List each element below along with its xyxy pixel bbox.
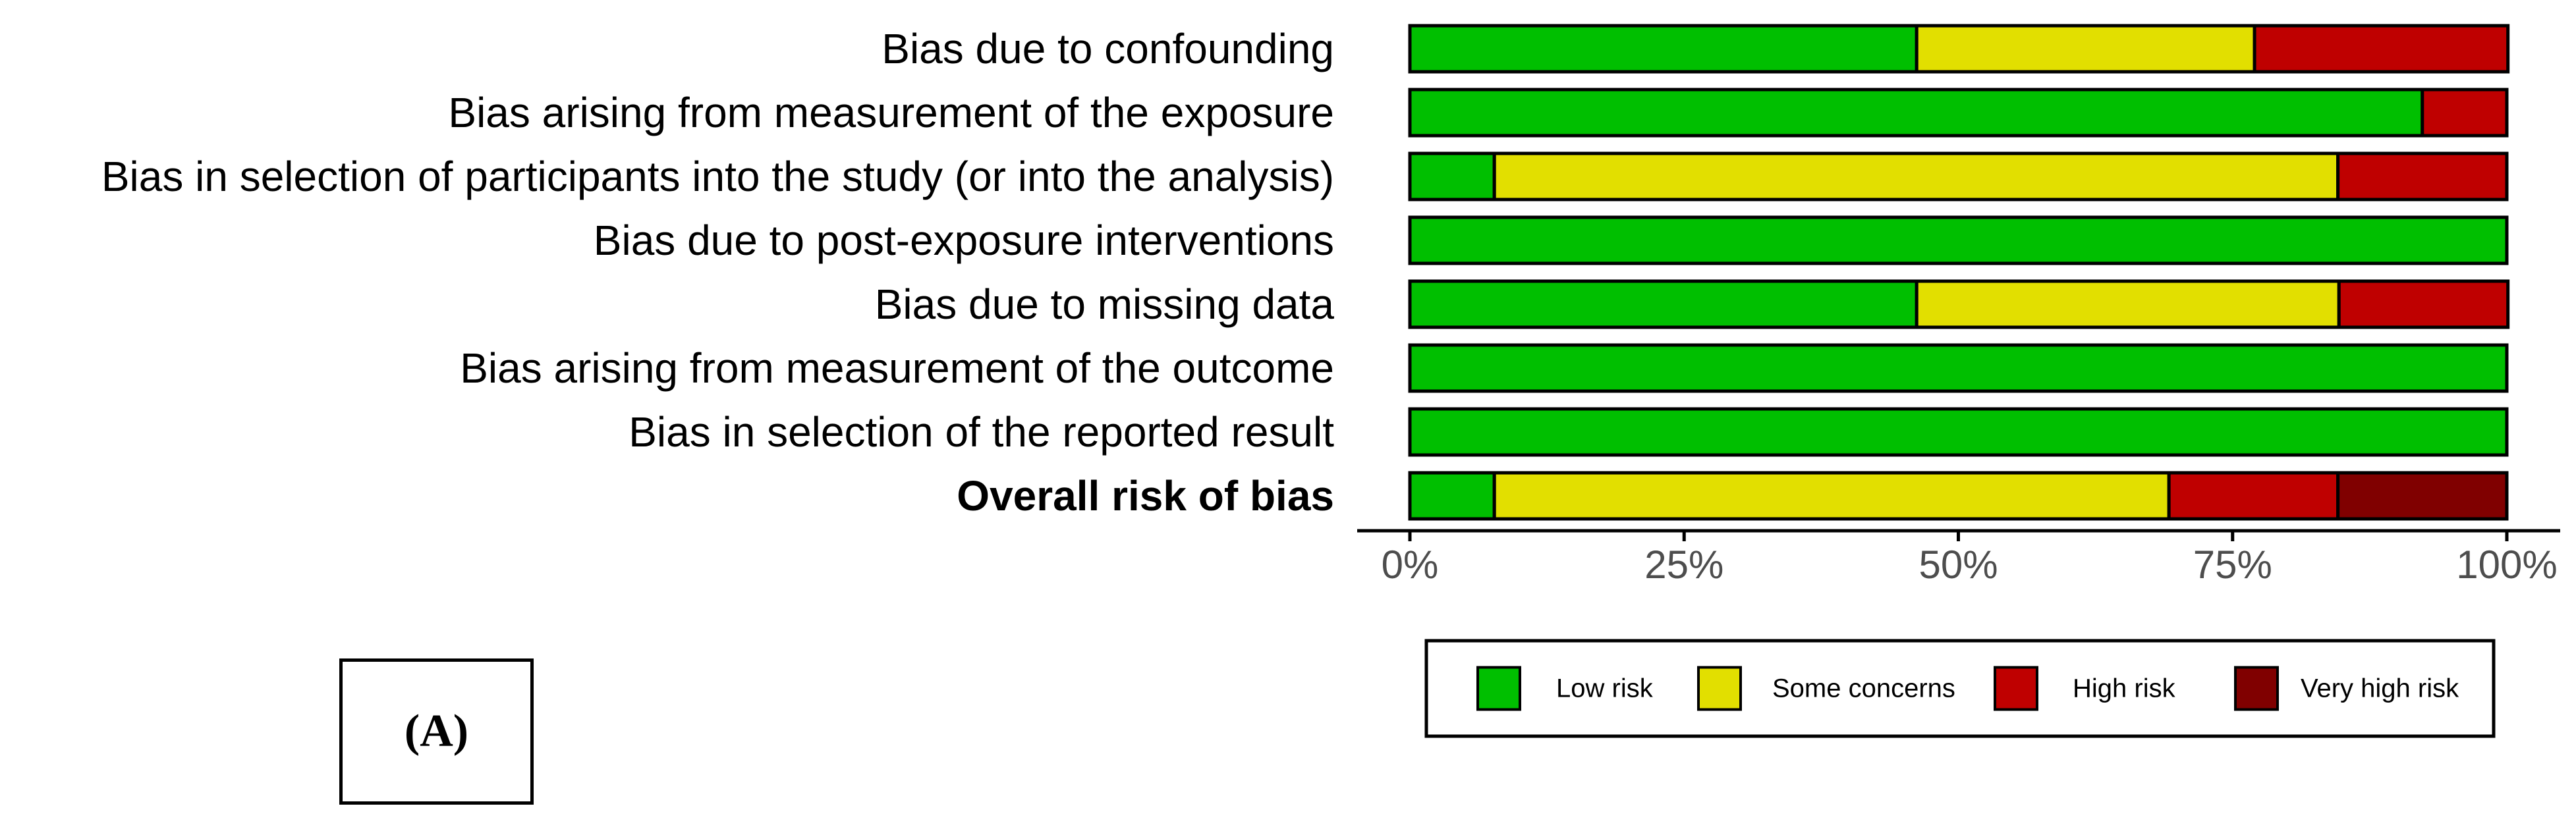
legend-key-very-high-risk — [2234, 666, 2279, 711]
bar-segment-high-risk-row-5 — [2337, 279, 2510, 329]
bar-segment-very-high-risk-row-8 — [2336, 471, 2509, 521]
x-tick-label-3: 50% — [1918, 543, 1998, 587]
legend-key-some-concerns — [1697, 666, 1742, 711]
legend-box — [1424, 639, 2496, 738]
bar-segment-high-risk-row-8 — [2167, 471, 2340, 521]
bar-segment-some-concerns-row-3 — [1492, 151, 2340, 201]
category-label-6: Bias arising from measurement of the out… — [460, 344, 1334, 392]
category-label-2: Bias arising from measurement of the exp… — [448, 89, 1334, 136]
x-tick-label-4: 75% — [2193, 543, 2272, 587]
bar-segment-low-risk-row-5 — [1408, 279, 1918, 329]
bar-segment-some-concerns-row-8 — [1492, 471, 2171, 521]
legend-label-low-risk: Low risk — [1556, 674, 1654, 703]
legend-key-low-risk — [1476, 666, 1521, 711]
category-label-5: Bias due to missing data — [875, 281, 1335, 328]
legend-label-some-concerns: Some concerns — [1772, 674, 1955, 703]
bar-segment-low-risk-row-1 — [1408, 24, 1918, 74]
category-label-4: Bias due to post-exposure interventions — [594, 217, 1334, 264]
bar-segment-high-risk-row-2 — [2421, 88, 2509, 138]
bar-segment-low-risk-row-4 — [1408, 215, 2509, 265]
bar-segment-some-concerns-row-1 — [1915, 24, 2256, 74]
panel-label: (A) — [404, 706, 469, 757]
category-label-8: Overall risk of bias — [957, 472, 1334, 520]
x-tick-label-2: 25% — [1644, 543, 1723, 587]
category-label-3: Bias in selection of participants into t… — [101, 153, 1334, 200]
bar-segment-high-risk-row-3 — [2336, 151, 2509, 201]
bar-segment-some-concerns-row-5 — [1915, 279, 2341, 329]
bar-segment-low-risk-row-8 — [1408, 471, 1496, 521]
bar-segment-low-risk-row-3 — [1408, 151, 1496, 201]
x-axis: 0% 25% 50% 75% 100% — [1357, 529, 2560, 587]
legend-key-high-risk — [1994, 666, 2038, 711]
bar-segment-low-risk-row-6 — [1408, 343, 2509, 393]
legend-label-high-risk: High risk — [2073, 674, 2176, 703]
legend: Low risk Some concerns High risk Very high … — [1424, 639, 2496, 738]
stacked-bars — [1408, 24, 2510, 521]
bar-segment-high-risk-row-1 — [2253, 24, 2510, 74]
legend-label-very-high-risk: Very high risk — [2301, 674, 2459, 703]
panel-label-box: (A) — [339, 658, 534, 805]
category-label-7: Bias in selection of the reported result — [629, 408, 1334, 456]
category-labels: Bias due to confounding Bias arising from… — [101, 25, 1335, 520]
category-label-1: Bias due to confounding — [882, 25, 1334, 72]
x-tick-label-1: 0% — [1382, 543, 1439, 587]
bar-segment-low-risk-row-2 — [1408, 88, 2424, 138]
x-tick-label-5: 100% — [2456, 543, 2557, 587]
bar-segment-low-risk-row-7 — [1408, 407, 2509, 457]
